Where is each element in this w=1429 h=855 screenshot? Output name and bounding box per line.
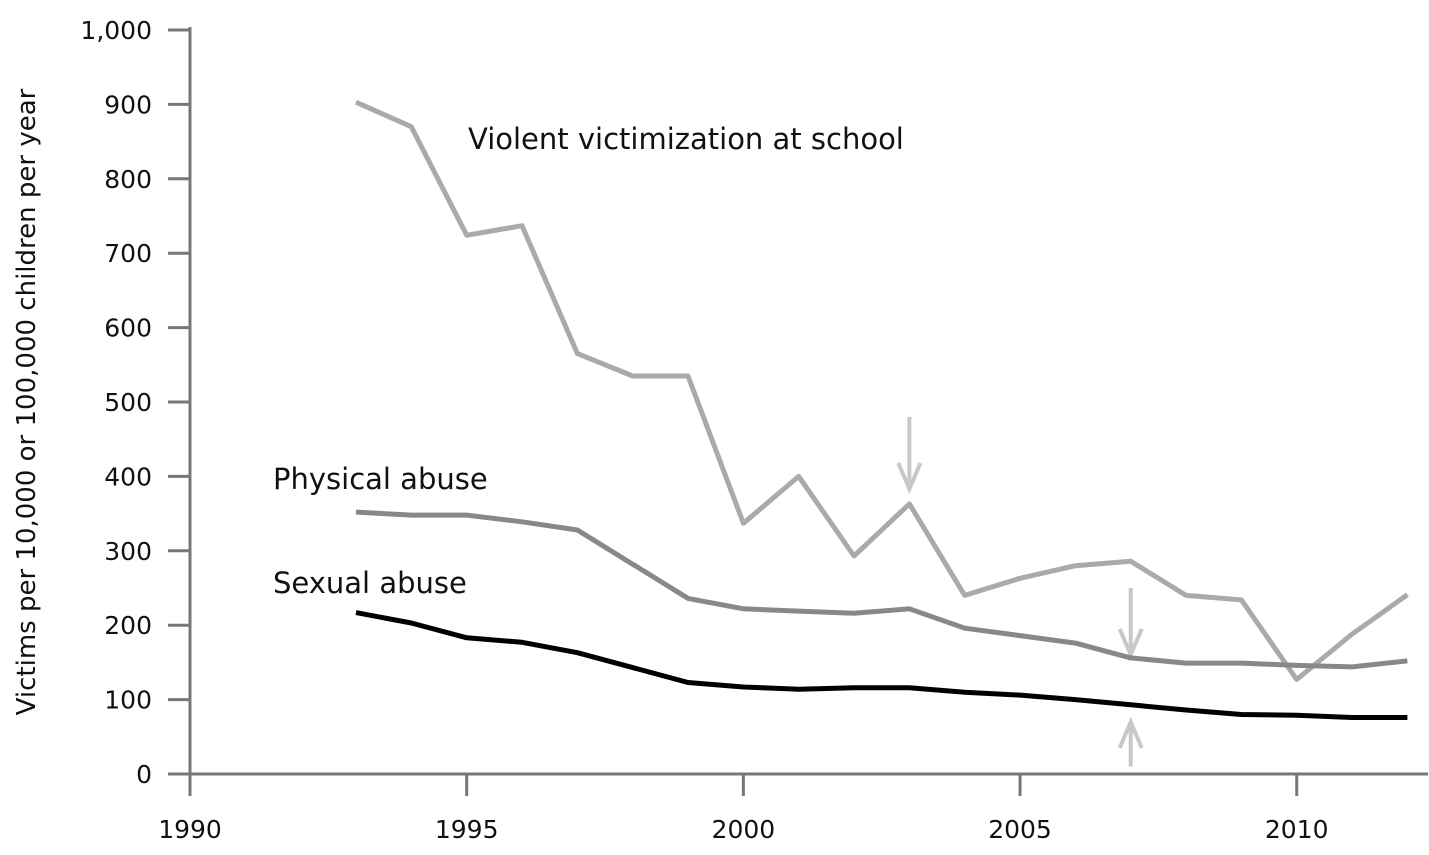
series-line-2 bbox=[355, 610, 1408, 720]
series-label-sexual: Sexual abuse bbox=[273, 566, 467, 600]
series-label-physical: Physical abuse bbox=[273, 462, 488, 496]
series-line-1 bbox=[355, 509, 1408, 670]
annotation-arrows bbox=[896, 416, 1144, 767]
y-tick-label: 0 bbox=[136, 760, 152, 789]
series-labels: Violent victimization at school Physical… bbox=[273, 122, 904, 600]
series-label-violent: Violent victimization at school bbox=[468, 122, 904, 156]
y-tick-label: 800 bbox=[104, 165, 152, 194]
x-tick-label: 2005 bbox=[988, 815, 1052, 844]
y-tick-label: 1,000 bbox=[80, 16, 152, 45]
y-tick-label: 400 bbox=[104, 462, 152, 491]
y-tick-label: 500 bbox=[104, 388, 152, 417]
x-tick-label: 2000 bbox=[712, 815, 776, 844]
arrow-down-annotation bbox=[1117, 588, 1144, 661]
y-tick-label: 100 bbox=[104, 686, 152, 715]
x-tick-label: 1995 bbox=[435, 815, 499, 844]
x-tick-label: 2010 bbox=[1265, 815, 1329, 844]
arrow-down-annotation bbox=[896, 416, 923, 495]
y-axis-title: Victims per 10,000 or 100,000 children p… bbox=[12, 88, 42, 715]
tick-labels: 0 100 200 300 400 500 600 700 800 900 1,000 1990 199… bbox=[80, 16, 1328, 844]
x-tick-label: 1990 bbox=[158, 815, 222, 844]
arrow-up-annotation bbox=[1117, 716, 1144, 767]
y-tick-label: 200 bbox=[104, 611, 152, 640]
y-tick-label: 900 bbox=[104, 90, 152, 119]
y-tick-label: 600 bbox=[104, 314, 152, 343]
series-line-0 bbox=[354, 99, 1409, 682]
y-tick-label: 300 bbox=[104, 537, 152, 566]
y-tick-label: 700 bbox=[104, 239, 152, 268]
series-lines bbox=[354, 99, 1409, 720]
axes bbox=[168, 27, 1428, 796]
